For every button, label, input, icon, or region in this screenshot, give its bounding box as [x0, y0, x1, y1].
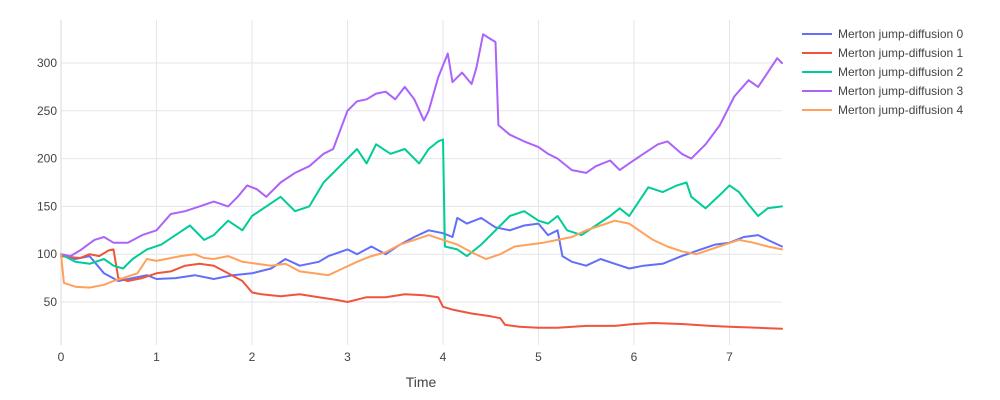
- grid: [60, 20, 782, 345]
- x-axis-title: Time: [406, 374, 437, 390]
- x-tick-label-4: 4: [440, 350, 447, 364]
- series-line-3[interactable]: [60, 33, 783, 258]
- series-line-2[interactable]: [60, 138, 783, 270]
- legend-item-0[interactable]: Merton jump-diffusion 0: [802, 27, 964, 41]
- x-tick-label-5: 5: [535, 350, 542, 364]
- legend-item-2[interactable]: Merton jump-diffusion 2: [802, 65, 964, 79]
- x-tick-label-1: 1: [153, 350, 160, 364]
- legend-item-3[interactable]: Merton jump-diffusion 3: [802, 84, 964, 98]
- x-tick-label-0: 0: [58, 350, 65, 364]
- x-tick-label-7: 7: [726, 350, 733, 364]
- legend-label-4: Merton jump-diffusion 4: [838, 103, 964, 117]
- x-tick-label-3: 3: [344, 350, 351, 364]
- legend-label-1: Merton jump-diffusion 1: [838, 46, 964, 60]
- series-line-4[interactable]: [60, 219, 783, 289]
- x-tick-label-6: 6: [631, 350, 638, 364]
- legend-item-4[interactable]: Merton jump-diffusion 4: [802, 103, 964, 117]
- y-tick-label-300: 300: [37, 56, 57, 70]
- axes: 0 1 2 3 4 5 6 7 50 100 150 200 250 300: [37, 56, 733, 364]
- series-lines: [60, 33, 783, 330]
- y-tick-label-150: 150: [37, 199, 57, 213]
- y-tick-label-250: 250: [37, 104, 57, 118]
- y-tick-label-50: 50: [44, 295, 58, 309]
- legend-label-2: Merton jump-diffusion 2: [838, 65, 964, 79]
- series-line-1[interactable]: [60, 248, 783, 330]
- series-line-0[interactable]: [60, 216, 783, 282]
- legend-item-1[interactable]: Merton jump-diffusion 1: [802, 46, 964, 60]
- y-tick-label-200: 200: [37, 152, 57, 166]
- legend-label-0: Merton jump-diffusion 0: [838, 27, 964, 41]
- y-tick-label-100: 100: [37, 247, 57, 261]
- legend-label-3: Merton jump-diffusion 3: [838, 84, 964, 98]
- legend[interactable]: Merton jump-diffusion 0 Merton jump-diffu…: [802, 27, 964, 117]
- x-tick-label-2: 2: [249, 350, 256, 364]
